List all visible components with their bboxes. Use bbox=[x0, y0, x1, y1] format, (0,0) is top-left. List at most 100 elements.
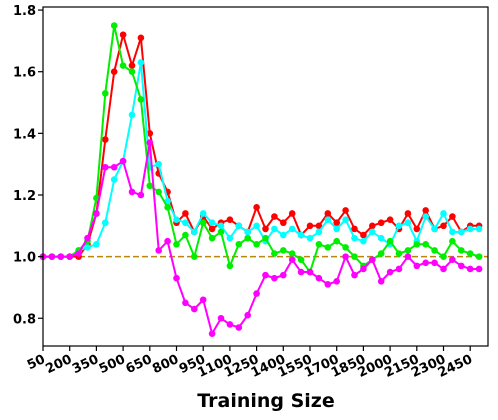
y-tick-label: 1.0 bbox=[13, 251, 36, 266]
data-point bbox=[137, 191, 145, 199]
data-point bbox=[208, 219, 216, 227]
data-point bbox=[386, 216, 394, 223]
data-point bbox=[217, 222, 225, 230]
data-point bbox=[280, 219, 287, 227]
data-point bbox=[351, 253, 358, 260]
data-point bbox=[288, 225, 296, 233]
data-point bbox=[422, 241, 430, 248]
data-point bbox=[413, 262, 421, 270]
data-point bbox=[262, 271, 269, 279]
data-point bbox=[66, 253, 73, 260]
data-point bbox=[110, 68, 118, 76]
data-point bbox=[155, 160, 162, 168]
data-point bbox=[110, 163, 118, 171]
data-point bbox=[297, 256, 305, 264]
data-point bbox=[253, 204, 260, 211]
data-point bbox=[422, 259, 430, 267]
data-point bbox=[128, 62, 136, 69]
data-point bbox=[342, 253, 349, 260]
data-point bbox=[102, 89, 109, 97]
data-point bbox=[235, 324, 243, 331]
data-point bbox=[155, 247, 162, 254]
data-point bbox=[182, 299, 189, 307]
data-point bbox=[449, 228, 456, 236]
data-point bbox=[422, 207, 430, 214]
data-point bbox=[226, 234, 234, 242]
data-point bbox=[244, 228, 251, 236]
data-point bbox=[226, 262, 234, 270]
data-point bbox=[102, 219, 109, 227]
data-point bbox=[191, 305, 198, 313]
data-point bbox=[271, 225, 278, 233]
data-point bbox=[413, 225, 421, 233]
data-point bbox=[173, 216, 180, 223]
data-point bbox=[351, 234, 358, 242]
data-point bbox=[351, 225, 358, 233]
data-point bbox=[110, 176, 118, 183]
ticks-layer: 0.81.01.21.41.61.85020035050065080095011… bbox=[13, 4, 475, 381]
data-point bbox=[208, 330, 216, 337]
data-point bbox=[173, 241, 180, 248]
data-point bbox=[146, 130, 154, 137]
data-point bbox=[280, 231, 287, 239]
data-point bbox=[324, 244, 332, 251]
data-point bbox=[128, 68, 136, 76]
data-point bbox=[208, 225, 216, 233]
data-point bbox=[102, 163, 109, 171]
y-tick-label: 1.8 bbox=[13, 4, 36, 19]
data-point bbox=[217, 314, 225, 322]
data-point bbox=[315, 241, 323, 248]
data-point bbox=[395, 250, 403, 257]
data-point bbox=[253, 222, 260, 230]
data-point bbox=[449, 213, 456, 220]
data-point bbox=[182, 219, 189, 227]
data-point bbox=[146, 182, 154, 190]
data-point bbox=[306, 268, 314, 276]
y-tick-label: 1.4 bbox=[13, 127, 36, 142]
data-point bbox=[306, 234, 314, 242]
x-tick-label: 50 bbox=[25, 352, 48, 373]
data-point bbox=[324, 281, 332, 288]
data-point bbox=[253, 241, 260, 248]
data-point bbox=[342, 207, 349, 214]
data-point bbox=[182, 231, 189, 239]
data-point bbox=[110, 22, 118, 29]
data-point bbox=[431, 259, 438, 267]
data-point bbox=[84, 244, 91, 251]
data-point bbox=[369, 256, 376, 264]
data-point bbox=[262, 234, 269, 242]
data-point bbox=[75, 250, 82, 257]
data-point bbox=[297, 268, 305, 276]
data-point bbox=[404, 253, 412, 260]
data-point bbox=[333, 237, 341, 245]
data-point bbox=[244, 311, 251, 319]
data-point bbox=[466, 250, 474, 257]
data-point bbox=[386, 237, 394, 245]
data-point bbox=[369, 228, 376, 236]
data-point bbox=[93, 241, 100, 248]
data-point bbox=[377, 250, 385, 257]
series-line bbox=[43, 142, 480, 337]
data-point bbox=[146, 139, 154, 146]
y-tick-label: 1.6 bbox=[13, 66, 36, 81]
data-point bbox=[315, 228, 323, 236]
series-line bbox=[43, 62, 480, 258]
data-point bbox=[351, 271, 358, 279]
data-point bbox=[271, 250, 278, 257]
data-point bbox=[466, 225, 474, 233]
plot-frame bbox=[42, 6, 489, 347]
data-point bbox=[191, 253, 198, 260]
data-point bbox=[333, 225, 341, 233]
data-point bbox=[288, 256, 296, 264]
data-point bbox=[422, 213, 430, 220]
data-point bbox=[404, 247, 412, 254]
data-point bbox=[84, 234, 91, 242]
data-point bbox=[324, 216, 332, 223]
data-point bbox=[404, 210, 412, 217]
data-point bbox=[449, 256, 456, 264]
data-point bbox=[102, 136, 109, 143]
data-point bbox=[119, 62, 127, 69]
data-point bbox=[377, 277, 385, 285]
data-point bbox=[458, 228, 465, 236]
